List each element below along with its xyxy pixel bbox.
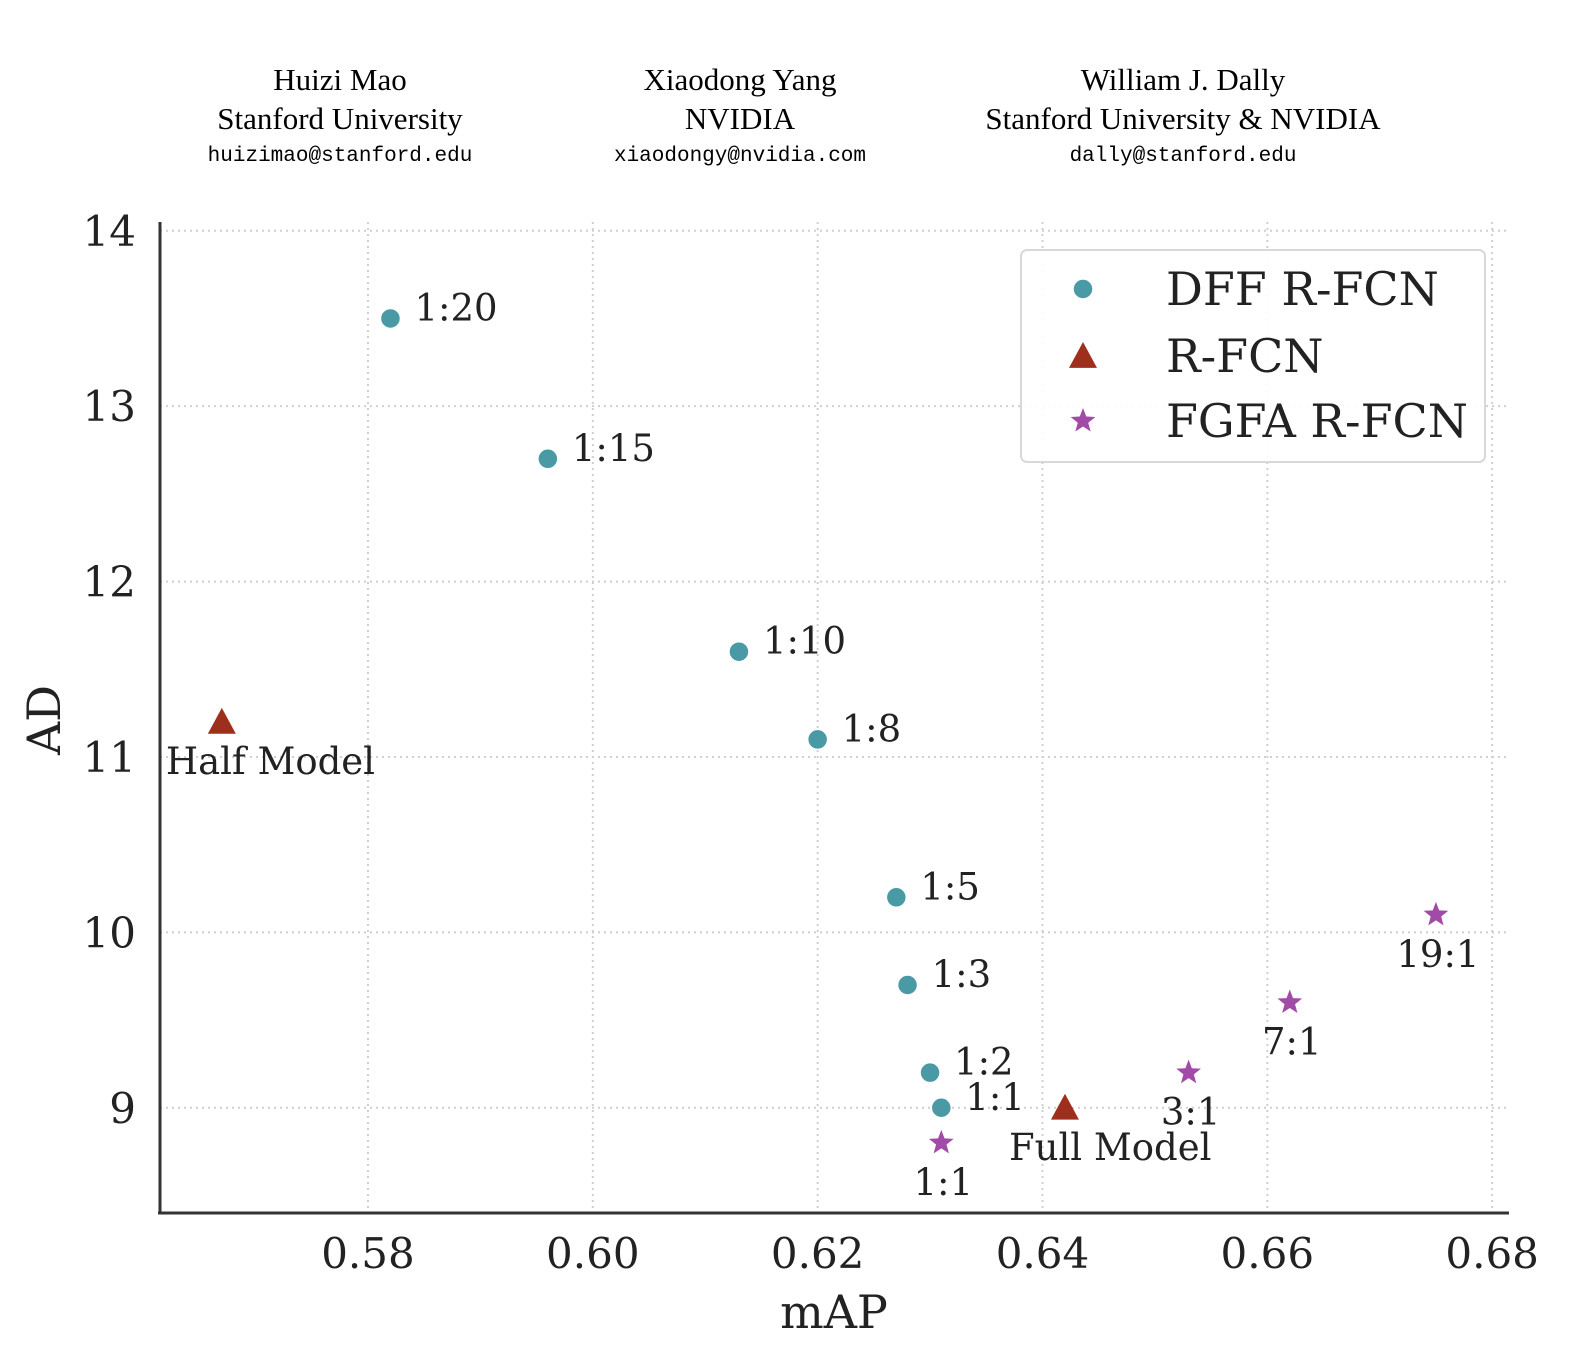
legend-label: FGFA R-FCN	[1166, 394, 1468, 448]
point-label: 1:20	[414, 286, 497, 329]
point-label: 1:15	[572, 427, 655, 470]
point-label: 1:10	[763, 620, 846, 663]
triangle-marker	[1050, 1093, 1079, 1120]
legend: DFF R-FCN R-FCN FGFA R-FCN	[1020, 249, 1486, 463]
author-3: William J. Dally Stanford University & N…	[943, 60, 1423, 174]
circle-marker	[885, 886, 908, 909]
star-marker	[1423, 901, 1449, 926]
author-affiliation: NVIDIA	[684, 101, 796, 136]
x-axis-label: mAP	[780, 1285, 888, 1339]
circle-marker	[537, 448, 559, 470]
triangle-marker	[207, 707, 236, 734]
point-label: 7:1	[1262, 1021, 1322, 1064]
point-label: 19:1	[1396, 933, 1479, 976]
x-tick-label: 0.60	[546, 1229, 640, 1278]
y-tick-label: 14	[83, 207, 136, 256]
author-1: Huizi Mao Stanford University huizimao@s…	[160, 60, 520, 174]
y-axis-label: AD	[17, 685, 71, 756]
star-marker	[1176, 1059, 1201, 1084]
star-marker	[928, 1129, 954, 1154]
circle-marker	[379, 307, 402, 330]
point-label: Full Model	[1009, 1126, 1212, 1169]
author-name: Huizi Mao	[273, 62, 407, 97]
point-label: 1:1	[914, 1161, 974, 1204]
y-tick-labels: 9 10 11 12 13 14	[83, 207, 136, 1133]
circle-marker	[728, 640, 750, 663]
x-tick-label: 0.58	[321, 1229, 415, 1278]
point-label: Half Model	[166, 740, 375, 783]
author-name: William J. Dally	[1080, 62, 1286, 97]
author-name: Xiaodong Yang	[643, 62, 837, 97]
point-label: 1:3	[932, 953, 992, 996]
y-tick-label: 10	[83, 908, 136, 957]
point-label: 1:2	[954, 1041, 1014, 1084]
author-email: huizimao@stanford.edu	[207, 145, 473, 168]
star-marker	[1277, 989, 1303, 1014]
author-2: Xiaodong Yang NVIDIA xiaodongy@nvidia.co…	[560, 60, 920, 174]
circle-marker	[896, 974, 919, 996]
x-tick-label: 0.62	[771, 1229, 865, 1278]
y-tick-label: 12	[83, 558, 136, 607]
x-tick-label: 0.64	[996, 1229, 1090, 1278]
author-affiliation: Stanford University & NVIDIA	[985, 101, 1381, 136]
legend-triangle-marker	[1069, 342, 1097, 368]
x-tick-label: 0.66	[1221, 1229, 1315, 1278]
legend-label: R-FCN	[1166, 329, 1324, 383]
legend-star-marker	[1070, 408, 1096, 432]
legend-label: DFF R-FCN	[1166, 262, 1439, 316]
author-block: Huizi Mao Stanford University huizimao@s…	[0, 0, 1574, 200]
axes	[158, 222, 1509, 1215]
circle-marker	[930, 1097, 953, 1119]
point-label: 3:1	[1161, 1091, 1221, 1134]
x-tick-label: 0.68	[1445, 1229, 1539, 1278]
circle-marker	[806, 728, 829, 751]
y-tick-label: 11	[83, 733, 136, 782]
legend-circle-marker	[1072, 278, 1094, 300]
y-tick-label: 9	[109, 1084, 136, 1133]
data-points	[207, 307, 1449, 1154]
author-email: dally@stanford.edu	[1069, 145, 1297, 168]
circle-marker	[919, 1061, 941, 1084]
author-email: xiaodongy@nvidia.com	[613, 145, 867, 168]
legend-box	[1020, 249, 1486, 463]
y-tick-label: 13	[83, 382, 136, 431]
point-label: 1:1	[965, 1076, 1025, 1119]
author-affiliation: Stanford University	[217, 101, 463, 136]
x-tick-labels: 0.58 0.60 0.62 0.64 0.66 0.68	[321, 1229, 1539, 1278]
point-label: 1:5	[920, 865, 980, 908]
point-label: 1:8	[842, 707, 902, 750]
